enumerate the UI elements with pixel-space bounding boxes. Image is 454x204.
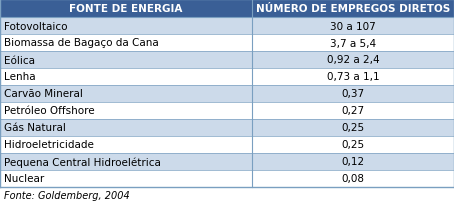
Text: 3,7 a 5,4: 3,7 a 5,4 [330, 38, 376, 48]
Text: 0,12: 0,12 [341, 157, 365, 167]
Text: 0,27: 0,27 [341, 106, 365, 116]
Bar [0, 86, 454, 102]
Text: 0,73 a 1,1: 0,73 a 1,1 [327, 72, 379, 82]
Text: FONTE DE ENERGIA: FONTE DE ENERGIA [69, 4, 183, 14]
Text: 0,08: 0,08 [341, 174, 365, 184]
Bar [0, 0, 454, 18]
Text: Gás Natural: Gás Natural [4, 123, 66, 133]
Bar [0, 153, 454, 170]
Bar [0, 136, 454, 153]
Bar [0, 52, 454, 69]
Bar [0, 119, 454, 136]
Text: Hidroeletricidade: Hidroeletricidade [4, 140, 94, 150]
Text: 30 a 107: 30 a 107 [330, 21, 376, 31]
Bar [0, 18, 454, 35]
Text: Nuclear: Nuclear [4, 174, 44, 184]
Text: Fotovoltaico: Fotovoltaico [4, 21, 68, 31]
Bar [0, 35, 454, 52]
Text: 0,25: 0,25 [341, 123, 365, 133]
Text: Eólica: Eólica [4, 55, 35, 65]
Text: Lenha: Lenha [4, 72, 35, 82]
Text: Pequena Central Hidroelétrica: Pequena Central Hidroelétrica [4, 156, 161, 167]
Bar [0, 170, 454, 187]
Bar [0, 102, 454, 119]
Text: Carvão Mineral: Carvão Mineral [4, 89, 83, 99]
Text: Petróleo Offshore: Petróleo Offshore [4, 106, 94, 116]
Text: NÚMERO DE EMPREGOS DIRETOS: NÚMERO DE EMPREGOS DIRETOS [256, 4, 450, 14]
Text: 0,37: 0,37 [341, 89, 365, 99]
Bar [0, 69, 454, 86]
Text: 0,25: 0,25 [341, 140, 365, 150]
Text: 0,92 a 2,4: 0,92 a 2,4 [327, 55, 379, 65]
Text: Fonte: Goldemberg, 2004: Fonte: Goldemberg, 2004 [4, 191, 130, 201]
Text: Biomassa de Bagaço da Cana: Biomassa de Bagaço da Cana [4, 38, 159, 48]
